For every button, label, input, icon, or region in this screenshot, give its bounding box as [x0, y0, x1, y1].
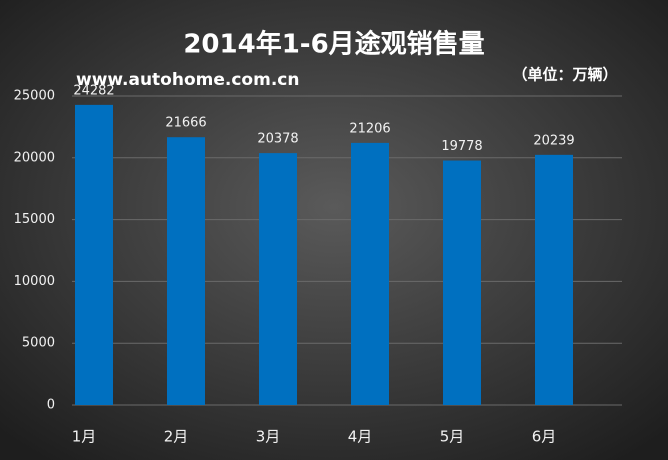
y-tick-label: 0 [47, 398, 55, 413]
data-label: 19778 [441, 139, 482, 154]
y-tick-label: 15000 [14, 212, 55, 227]
data-label: 21666 [165, 116, 206, 131]
y-tick-label: 10000 [14, 274, 55, 289]
unit-label: （单位：万辆） [512, 66, 617, 84]
bar [351, 142, 389, 405]
x-tick-label: 6月 [532, 428, 557, 446]
watermark: www.autohome.com.cn [76, 70, 299, 90]
x-tick-label: 2月 [164, 428, 189, 446]
bar [75, 104, 113, 405]
y-tick-label: 25000 [14, 89, 55, 104]
y-tick-label: 20000 [14, 150, 55, 165]
bar [535, 154, 573, 405]
x-tick-label: 4月 [348, 428, 373, 446]
chart-title: 2014年1-6月途观销售量 [183, 29, 484, 60]
bar [167, 137, 205, 405]
x-tick-label: 5月 [440, 428, 465, 446]
bar [259, 153, 297, 405]
data-label: 24282 [73, 83, 114, 98]
y-tick-label: 5000 [22, 336, 55, 351]
data-label: 20239 [533, 133, 574, 148]
bar [443, 160, 481, 405]
data-label: 20378 [257, 132, 298, 147]
data-label: 21206 [349, 121, 390, 136]
x-tick-label: 1月 [72, 428, 97, 446]
x-tick-label: 3月 [256, 428, 281, 446]
